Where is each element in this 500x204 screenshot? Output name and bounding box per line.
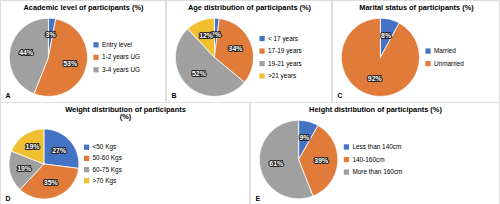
svg-text:Academic level of participants: Academic level of participants (%) xyxy=(24,3,144,12)
svg-text:A: A xyxy=(5,92,10,99)
svg-text:<50 Kgs: <50 Kgs xyxy=(93,143,117,151)
svg-text:< 17 years: < 17 years xyxy=(268,35,298,43)
svg-text:52%: 52% xyxy=(192,70,206,77)
svg-text:D: D xyxy=(5,195,10,202)
svg-text:Unmarried: Unmarried xyxy=(434,60,464,67)
svg-text:61%: 61% xyxy=(269,160,283,167)
svg-text:2%: 2% xyxy=(210,30,221,38)
svg-text:27%: 27% xyxy=(52,147,66,154)
svg-text:Entry level: Entry level xyxy=(102,41,132,49)
svg-text:17-19 years: 17-19 years xyxy=(268,47,302,55)
svg-text:Height distribution of partici: Height distribution of participants (%) xyxy=(309,105,442,114)
svg-text:19-21 years: 19-21 years xyxy=(268,60,302,68)
svg-text:53%: 53% xyxy=(63,60,77,67)
svg-text:B: B xyxy=(171,92,176,99)
svg-text:19%: 19% xyxy=(26,143,40,150)
svg-text:12%: 12% xyxy=(199,32,213,39)
svg-text:92%: 92% xyxy=(368,75,382,82)
svg-text:60-75 Kgs: 60-75 Kgs xyxy=(93,166,122,174)
svg-text:Age distribution of participan: Age distribution of participants (%) xyxy=(188,3,312,12)
svg-text:8%: 8% xyxy=(381,32,391,39)
svg-text:39%: 39% xyxy=(314,157,328,164)
svg-text:C: C xyxy=(337,92,342,99)
svg-text:More than 160cm: More than 160cm xyxy=(352,168,402,175)
svg-text:9%: 9% xyxy=(299,134,309,141)
svg-text:19%: 19% xyxy=(17,165,31,172)
svg-text:Weight distribution of partici: Weight distribution of participants(%) xyxy=(65,105,186,121)
svg-text:Less than 140cm: Less than 140cm xyxy=(352,143,401,150)
svg-text:E: E xyxy=(255,195,260,202)
svg-text:3%: 3% xyxy=(46,31,56,38)
svg-text:44%: 44% xyxy=(19,49,33,56)
svg-text:>70 Kgs: >70 Kgs xyxy=(93,177,117,185)
svg-text:1-2 years UG: 1-2 years UG xyxy=(102,53,140,61)
svg-text:Married: Married xyxy=(434,47,456,54)
svg-text:140-160cm: 140-160cm xyxy=(352,156,384,163)
svg-text:35%: 35% xyxy=(44,179,58,186)
svg-text:Marital status of participants: Marital status of participants (%) xyxy=(359,3,474,12)
svg-text:50-60 Kgs: 50-60 Kgs xyxy=(93,154,122,162)
svg-text:3-4 years UG: 3-4 years UG xyxy=(102,66,140,74)
svg-text:>21 years: >21 years xyxy=(268,72,296,80)
svg-text:34%: 34% xyxy=(229,45,243,52)
